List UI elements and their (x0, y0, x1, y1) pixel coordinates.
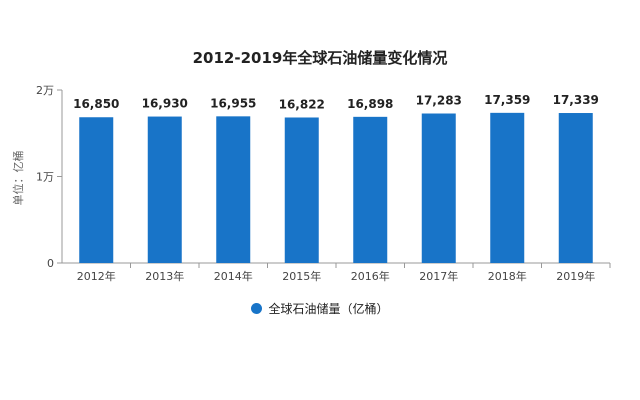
x-tick-label: 2012年 (77, 269, 116, 283)
legend-marker (251, 303, 263, 314)
bar (353, 116, 388, 263)
bar (490, 112, 525, 263)
y-tick-labels: 0 1万 2万 (36, 84, 62, 270)
data-label: 17,359 (484, 93, 530, 107)
data-label: 17,339 (553, 93, 599, 107)
y-tick-label: 2万 (36, 84, 54, 97)
bar (216, 116, 251, 263)
bar (284, 117, 319, 263)
data-label: 16,850 (73, 97, 119, 111)
y-tick-label: 0 (47, 257, 54, 270)
x-tick-label: 2017年 (419, 269, 458, 283)
x-tick-label: 2019年 (556, 269, 595, 283)
y-axis-label-group: 单位：亿桶 (11, 151, 25, 206)
data-label: 16,930 (142, 97, 188, 111)
axes (61, 90, 610, 264)
x-tick-label: 2013年 (145, 269, 184, 283)
x-tick-label: 2018年 (488, 269, 527, 283)
bar (558, 113, 593, 264)
x-tick-label: 2015年 (282, 269, 321, 283)
bars (79, 112, 593, 264)
legend-label: 全球石油储量（亿桶） (268, 302, 389, 316)
data-labels: 16,850 16,930 16,955 16,822 16,898 17,283 17,3… (73, 93, 599, 112)
data-label: 16,898 (347, 97, 393, 111)
data-label: 16,822 (279, 97, 325, 111)
x-tick-label: 2016年 (351, 269, 390, 283)
chart-title: 2012-2019年全球石油储量变化情况 (192, 49, 448, 67)
bar (79, 117, 114, 263)
data-label: 17,283 (416, 94, 462, 108)
x-tick-labels: 2012年 2013年 2014年 2015年 2016年 2017年 2018年 2019年 (77, 263, 611, 283)
bar (147, 116, 182, 263)
bar-chart: 单位：亿桶 16,850 16,930 16,955 16,822 16,898 17,2… (11, 84, 611, 283)
data-label: 16,955 (210, 96, 256, 110)
x-tick-label: 2014年 (214, 269, 253, 283)
y-axis-label: 单位：亿桶 (11, 151, 25, 206)
bar (421, 113, 456, 264)
y-tick-label: 1万 (36, 171, 54, 184)
legend: 全球石油储量（亿桶） (0, 300, 640, 317)
